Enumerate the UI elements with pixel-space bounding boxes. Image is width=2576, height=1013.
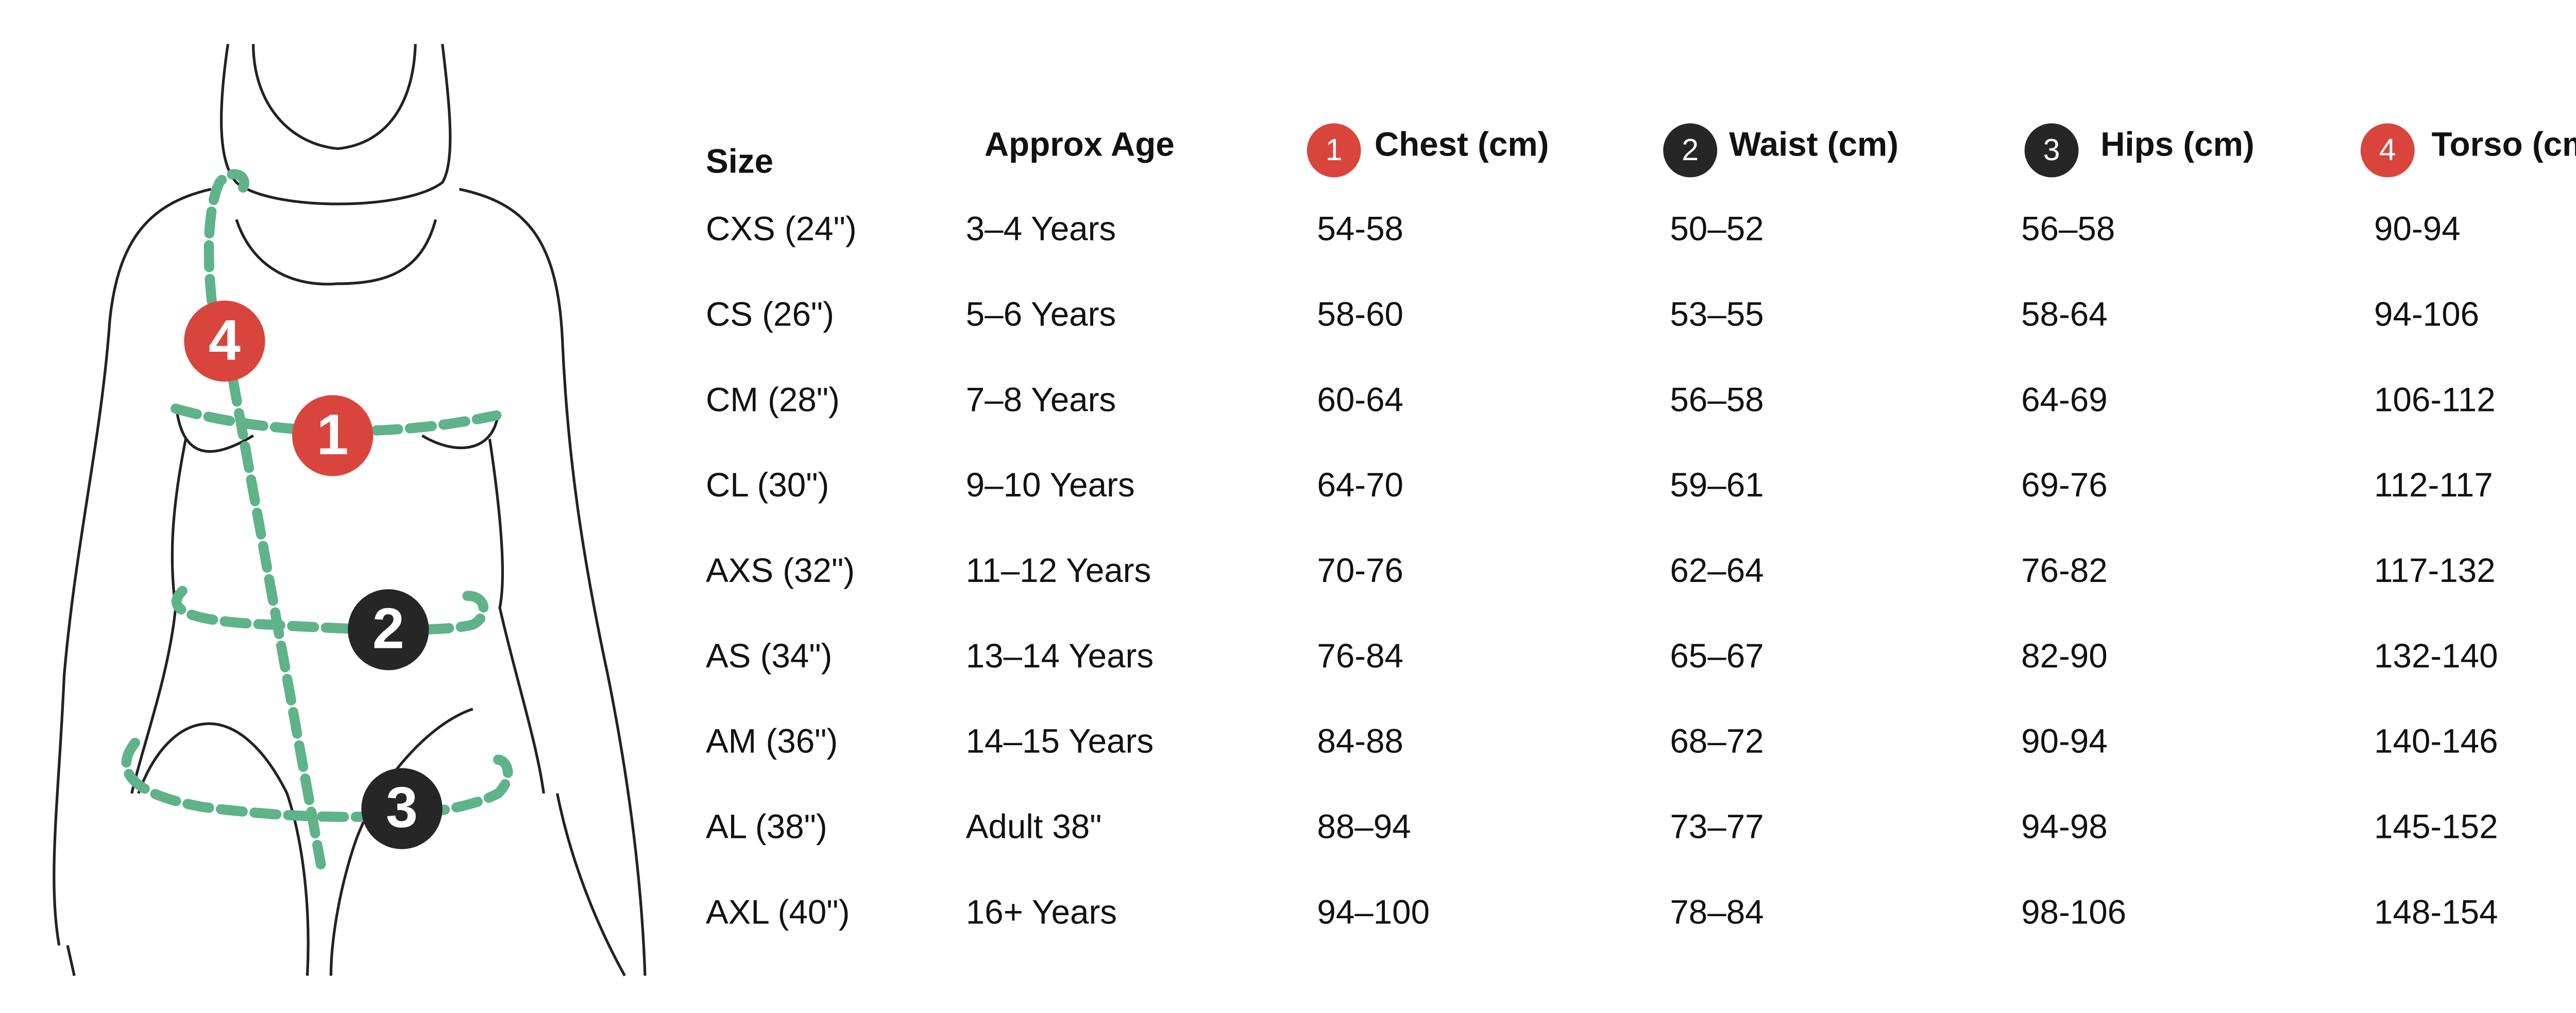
column-header: Waist (cm): [1729, 126, 1899, 163]
table-cell: 7–8 Years: [966, 381, 1116, 418]
table-cell: AM (36"): [706, 723, 838, 760]
figure-badge-label: 3: [386, 775, 418, 839]
table-cell: 16+ Years: [966, 893, 1117, 931]
figure-badge: [184, 300, 265, 382]
table-cell: AXS (32"): [706, 552, 855, 589]
table-cell: 50–52: [1670, 210, 1764, 248]
table-cell: 78–84: [1670, 893, 1764, 931]
table-cell: CM (28"): [706, 381, 840, 418]
table-cell: 53–55: [1670, 295, 1764, 333]
column-header: Hips (cm): [2100, 126, 2255, 163]
figure: 4 1 2 3: [53, 44, 647, 976]
figure-badge: [348, 589, 429, 671]
table-cell: CXS (24"): [706, 210, 857, 248]
table-cell: 68–72: [1670, 723, 1764, 760]
table-cell: 14–15 Years: [966, 723, 1154, 760]
table-cell: 94–100: [1317, 893, 1430, 931]
column-header: Chest (cm): [1375, 126, 1549, 163]
table-cell: 56–58: [2021, 210, 2115, 248]
table-cell: 65–67: [1670, 637, 1764, 675]
figure-badge: [361, 768, 443, 849]
table-cell: 148-154: [2374, 893, 2498, 931]
table-cell: 59–61: [1670, 466, 1764, 504]
table-cell: 112-117: [2374, 466, 2493, 504]
header-badge: [1307, 123, 1361, 178]
figure-badge-label: 4: [209, 307, 241, 372]
figure-badge-label: 2: [372, 596, 404, 661]
figure-badge-label: 1: [317, 402, 349, 467]
table-cell: 70-76: [1317, 552, 1403, 589]
column-header: Approx Age: [985, 126, 1175, 163]
header-badge: [1663, 123, 1718, 178]
table-cell: 11–12 Years: [966, 552, 1151, 589]
table-cell: CL (30"): [706, 466, 829, 504]
table-cell: 5–6 Years: [966, 295, 1116, 333]
table-cell: AXL (40"): [706, 893, 850, 931]
figure-badge: [292, 395, 374, 476]
table-cell: 58-60: [1317, 295, 1403, 333]
table-cell: CS (26"): [706, 295, 834, 333]
table-cell: 117-132: [2374, 552, 2496, 589]
table-cell: 76-84: [1317, 637, 1403, 675]
table-cell: 132-140: [2374, 637, 2498, 675]
table-cell: 54-58: [1317, 210, 1403, 248]
table-cell: 90-94: [2374, 210, 2461, 248]
header-badge-label: 2: [1682, 133, 1699, 167]
table-cell: 76-82: [2021, 552, 2108, 589]
table-cell: AL (38"): [706, 808, 827, 845]
table-cell: 90-94: [2021, 723, 2108, 760]
table-cell: 88–94: [1317, 808, 1411, 845]
table-cell: Adult 38": [966, 808, 1102, 845]
column-header: Torso (cm): [2431, 126, 2576, 163]
header-badge-label: 3: [2043, 133, 2060, 167]
table-cell: 64-69: [2021, 381, 2108, 418]
table-cell: 84-88: [1317, 723, 1403, 760]
header-badge: [2024, 123, 2079, 178]
column-header: Size: [706, 142, 773, 180]
table-cell: 82-90: [2021, 637, 2108, 675]
table-cell: 9–10 Years: [966, 466, 1135, 504]
table-cell: 94-98: [2021, 808, 2108, 845]
table-cell: 145-152: [2374, 808, 2498, 845]
table-cell: 94-106: [2374, 295, 2479, 333]
table-cell: 98-106: [2021, 893, 2126, 931]
table-cell: 64-70: [1317, 466, 1403, 504]
table-cell: 56–58: [1670, 381, 1764, 418]
table-cell: 60-64: [1317, 381, 1403, 418]
header-badge-label: 1: [1326, 133, 1343, 167]
header-badge: [2360, 123, 2415, 178]
table-cell: 58-64: [2021, 295, 2108, 333]
table-cell: 140-146: [2374, 723, 2498, 760]
table-cell: AS (34"): [706, 637, 832, 675]
table-cell: 69-76: [2021, 466, 2108, 504]
header-badge-label: 4: [2379, 133, 2396, 167]
table-cell: 13–14 Years: [966, 637, 1154, 675]
size-table: Size Approx Age 1 Chest (cm) 2 Waist (cm) 3 Hip…: [706, 123, 2576, 931]
table-cell: 73–77: [1670, 808, 1764, 845]
table-cell: 62–64: [1670, 552, 1764, 589]
table-cell: 106-112: [2374, 381, 2496, 418]
table-cell: 3–4 Years: [966, 210, 1116, 248]
